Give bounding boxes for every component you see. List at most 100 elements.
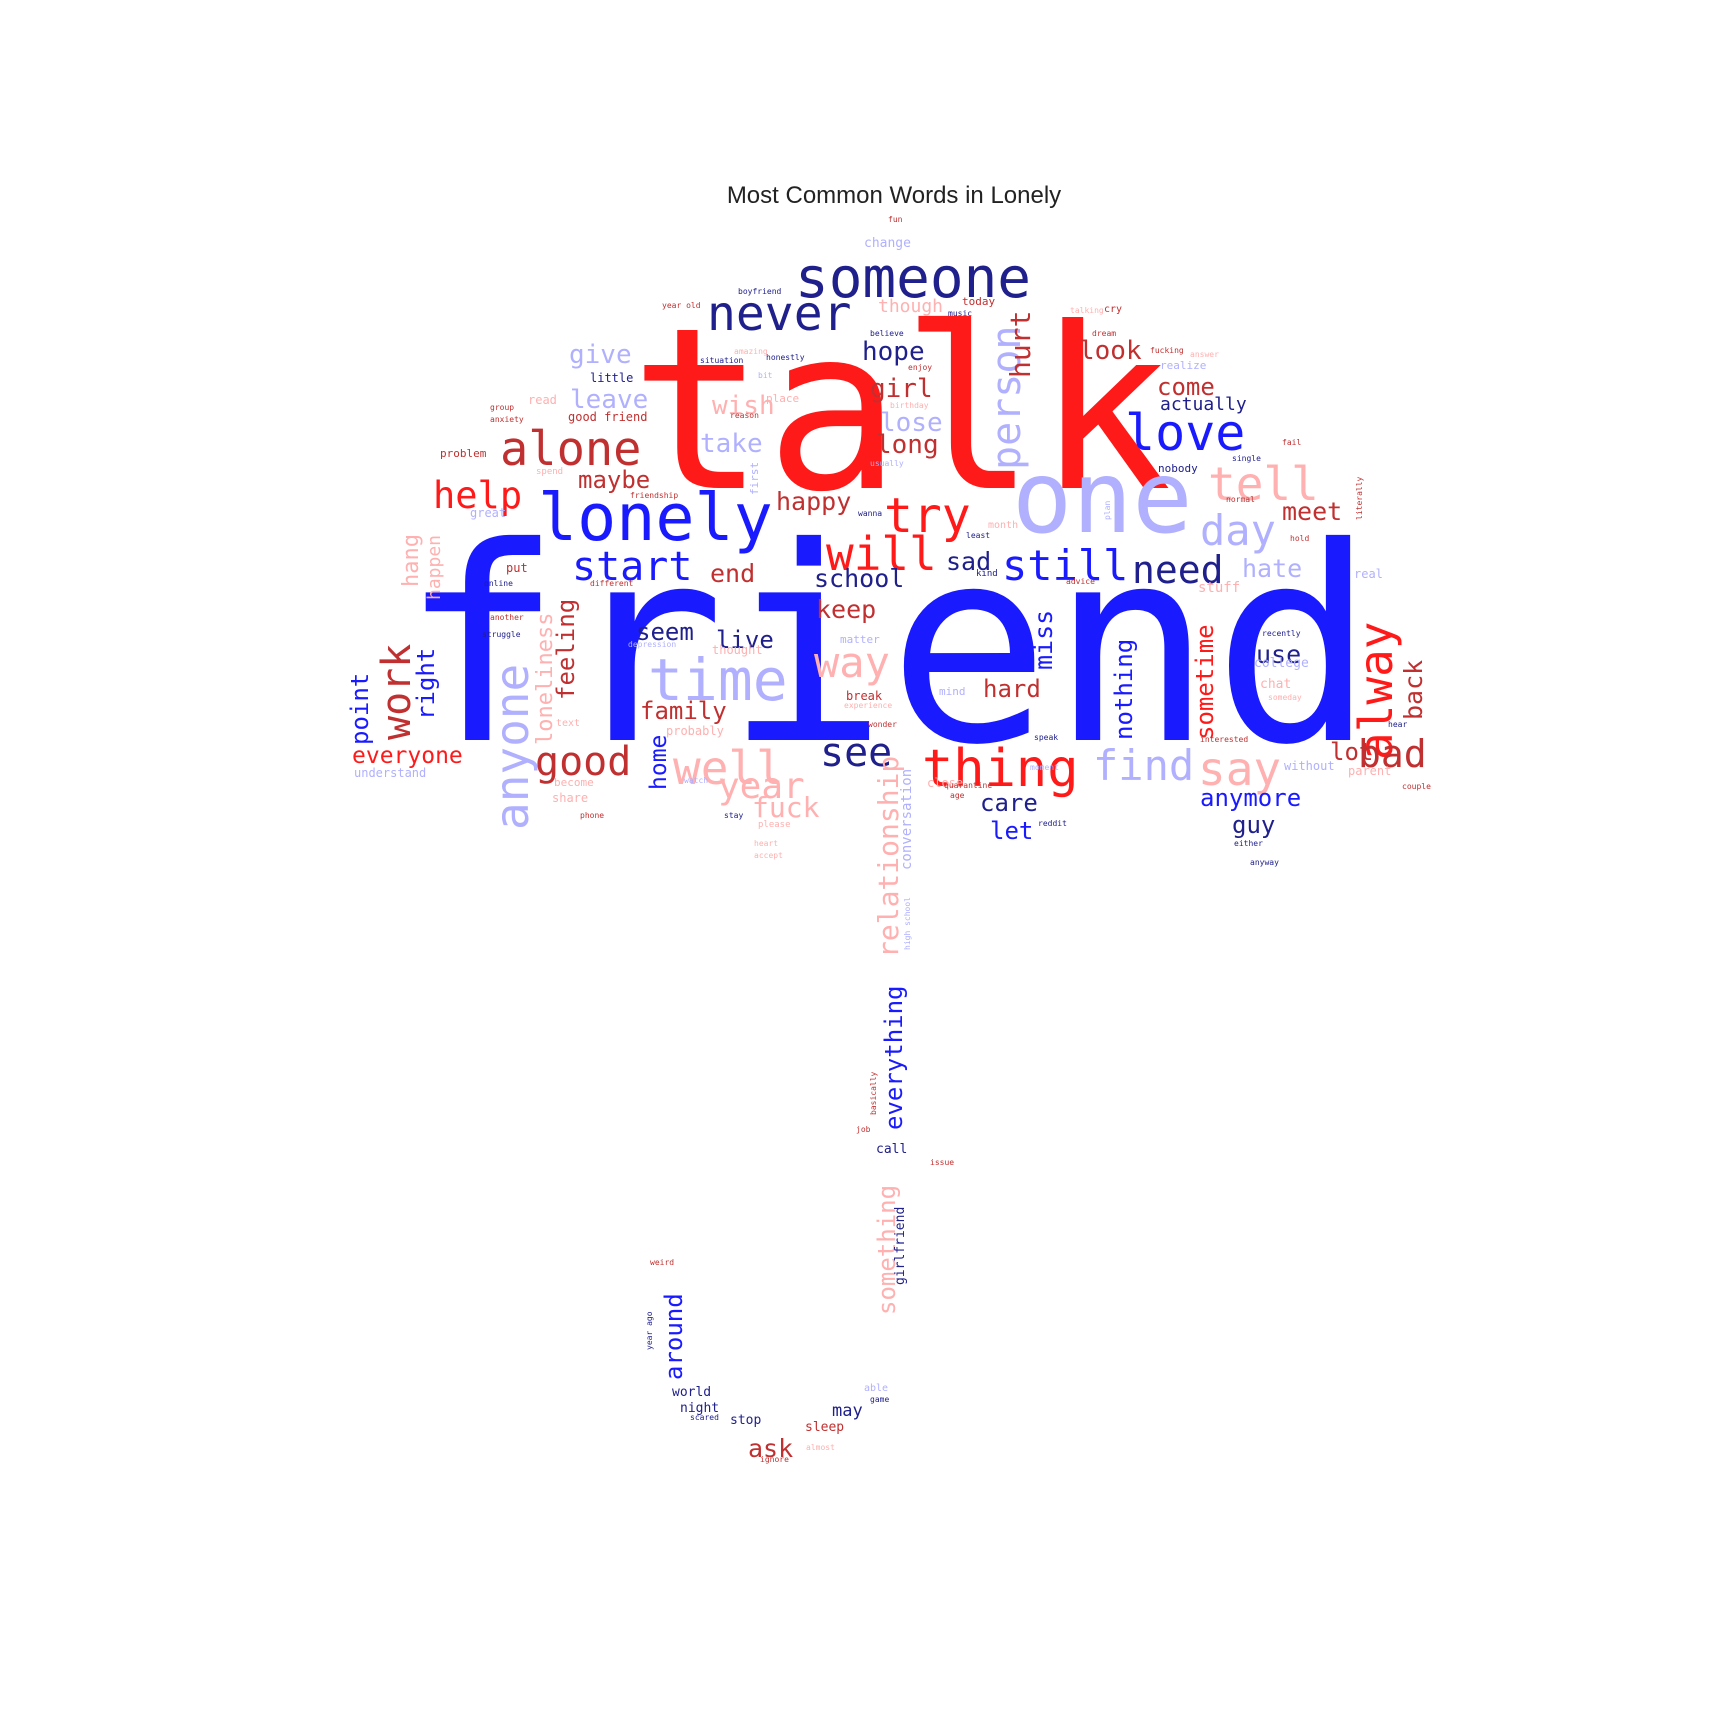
- word-read: read: [528, 393, 557, 407]
- word-year-old: year old: [662, 301, 701, 310]
- word-loneliness: loneliness: [533, 613, 558, 745]
- word-different: different: [590, 579, 634, 588]
- word-advice: advice: [1066, 577, 1095, 586]
- word-fun: fun: [888, 215, 903, 224]
- word-day: day: [1200, 506, 1276, 555]
- word-around: around: [660, 1293, 688, 1380]
- word-love: love: [1125, 404, 1245, 462]
- word-girl: girl: [870, 374, 933, 404]
- word-online: online: [484, 579, 513, 588]
- word-anymore: anymore: [1200, 784, 1301, 812]
- word-actually: actually: [1160, 394, 1247, 415]
- word-school: school: [814, 564, 904, 593]
- word-thing: thing: [922, 739, 1079, 799]
- word-today: today: [962, 295, 995, 308]
- word-maybe: maybe: [578, 466, 650, 494]
- word-sleep: sleep: [805, 1420, 844, 1435]
- word-almost: almost: [806, 1443, 835, 1452]
- word-hurt: hurt: [1004, 311, 1037, 378]
- word-relationship: relationship: [872, 756, 905, 958]
- word-college: college: [1254, 656, 1309, 671]
- word-care: care: [980, 789, 1038, 817]
- word-sometime: sometime: [1191, 624, 1219, 740]
- word-wonder: wonder: [868, 720, 897, 729]
- word-seem: seem: [636, 618, 694, 646]
- word-probably: probably: [666, 724, 724, 738]
- word-lot: lot: [1330, 738, 1373, 766]
- word-scared: scared: [690, 1413, 719, 1422]
- word-believe: believe: [870, 329, 904, 338]
- word-heart: heart: [754, 839, 778, 848]
- word-may: may: [832, 1401, 863, 1421]
- word-close: close: [927, 776, 963, 790]
- word-interested: interested: [1200, 735, 1248, 744]
- word-right: right: [412, 648, 440, 720]
- word-look: look: [1079, 336, 1142, 366]
- word-high-school: high school: [903, 897, 912, 950]
- word-talking: talking: [1070, 306, 1104, 315]
- word-leave: leave: [570, 385, 648, 415]
- word-see: see: [820, 730, 892, 776]
- word-happen: happen: [424, 535, 445, 600]
- word-need: need: [1132, 548, 1224, 592]
- word-matter: matter: [840, 633, 880, 646]
- word-good: good: [535, 739, 631, 785]
- word-guy: guy: [1232, 811, 1275, 839]
- word-though: though: [878, 296, 943, 317]
- word-literally: literally: [1355, 476, 1364, 520]
- word-kind: kind: [976, 569, 998, 579]
- word-hear: hear: [1388, 720, 1407, 729]
- word-start: start: [572, 544, 692, 590]
- word-keep: keep: [816, 595, 876, 624]
- word-will: will: [826, 527, 937, 581]
- word-hold: hold: [1290, 534, 1309, 543]
- word-basically: basically: [869, 1071, 878, 1115]
- word-everyone: everyone: [352, 743, 463, 769]
- word-recently: recently: [1262, 629, 1301, 638]
- word-give: give: [569, 340, 632, 370]
- word-situation: situation: [700, 356, 744, 365]
- word-real: real: [1354, 567, 1383, 581]
- word-reason: reason: [730, 411, 759, 420]
- word-change: change: [864, 236, 911, 251]
- word-first: first: [748, 462, 761, 495]
- word-quarantine: quarantine: [944, 781, 992, 790]
- word-ignore: ignore: [760, 1455, 789, 1464]
- word-music: music: [948, 309, 972, 318]
- word-wanna: wanna: [858, 509, 882, 518]
- word-boyfriend: boyfriend: [738, 287, 782, 296]
- word-time: time: [648, 646, 788, 714]
- word-spend: spend: [536, 467, 563, 477]
- word-couple: couple: [1402, 782, 1431, 791]
- word-without: without: [1284, 759, 1335, 773]
- word-speak: speak: [1034, 733, 1058, 742]
- word-end: end: [710, 559, 755, 588]
- word-live: live: [716, 626, 774, 654]
- word-try: try: [884, 488, 971, 544]
- word-chat: chat: [1260, 677, 1291, 692]
- word-long: long: [876, 430, 939, 460]
- word-family: family: [640, 697, 727, 725]
- word-please: please: [758, 820, 791, 830]
- word-age: age: [950, 791, 965, 800]
- word-home: home: [646, 735, 672, 790]
- word-birthday: birthday: [890, 401, 929, 410]
- word-hate: hate: [1242, 554, 1302, 583]
- word-either: either: [1234, 839, 1263, 848]
- word-let: let: [990, 817, 1033, 845]
- word-anxiety: anxiety: [490, 415, 524, 424]
- word-meet: meet: [1282, 497, 1342, 526]
- word-hard: hard: [983, 675, 1041, 703]
- word-wish: wish: [712, 391, 775, 421]
- word-break: break: [846, 689, 883, 703]
- word-hang: hang: [399, 534, 424, 587]
- word-text: text: [556, 718, 580, 729]
- word-understand: understand: [354, 766, 426, 780]
- word-talk: talk: [630, 280, 1172, 542]
- word-usually: usually: [870, 459, 904, 468]
- word-anyway: anyway: [1250, 858, 1279, 867]
- word-one: one: [1012, 439, 1193, 556]
- word-struggle: struggle: [482, 630, 521, 639]
